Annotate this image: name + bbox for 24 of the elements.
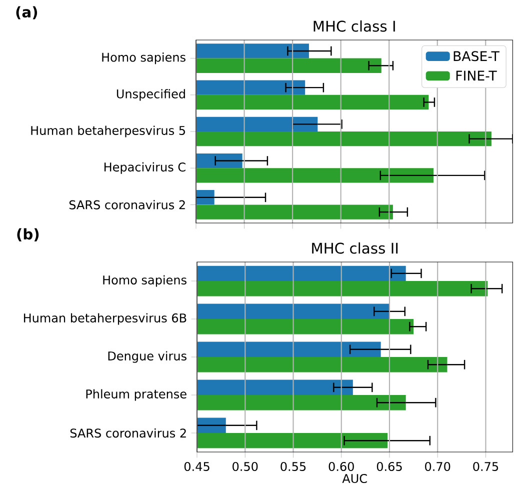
x-tick-label: 0.70 <box>425 462 450 472</box>
x-tick-label: 0.50 <box>232 462 258 472</box>
x-axis-title: AUC <box>342 474 367 484</box>
y-tick-label: Unspecified <box>116 89 185 101</box>
y-tick-label: Homo sapiens <box>103 275 186 287</box>
y-tick-label: Hepacivirus C <box>104 162 186 174</box>
y-tick-label: Human betaherpesvirus 5 <box>31 126 185 138</box>
chart-title: MHC class II <box>312 242 398 254</box>
x-tick-label: 0.45 <box>184 462 210 472</box>
x-tick-label: 0.55 <box>280 462 306 472</box>
x-tick-label: 0.65 <box>376 462 402 472</box>
y-tick-label: Dengue virus <box>108 351 186 363</box>
legend-label: FINE-T <box>456 70 497 81</box>
x-tick-label: 0.75 <box>473 462 498 472</box>
legend-label: BASE-T <box>454 51 500 62</box>
y-tick-label: Homo sapiens <box>102 52 186 64</box>
text: (a) <box>16 6 38 20</box>
text: (b) <box>17 228 39 242</box>
y-tick-label: SARS coronavirus 2 <box>69 200 185 210</box>
y-tick-label: SARS coronavirus 2 <box>70 428 186 438</box>
y-tick-label: Human betaherpesvirus 6B <box>24 313 186 325</box>
x-tick-label: 0.60 <box>328 462 354 472</box>
y-tick-label: Phleum pratense <box>86 389 186 401</box>
chart-title: MHC class I <box>314 20 395 32</box>
